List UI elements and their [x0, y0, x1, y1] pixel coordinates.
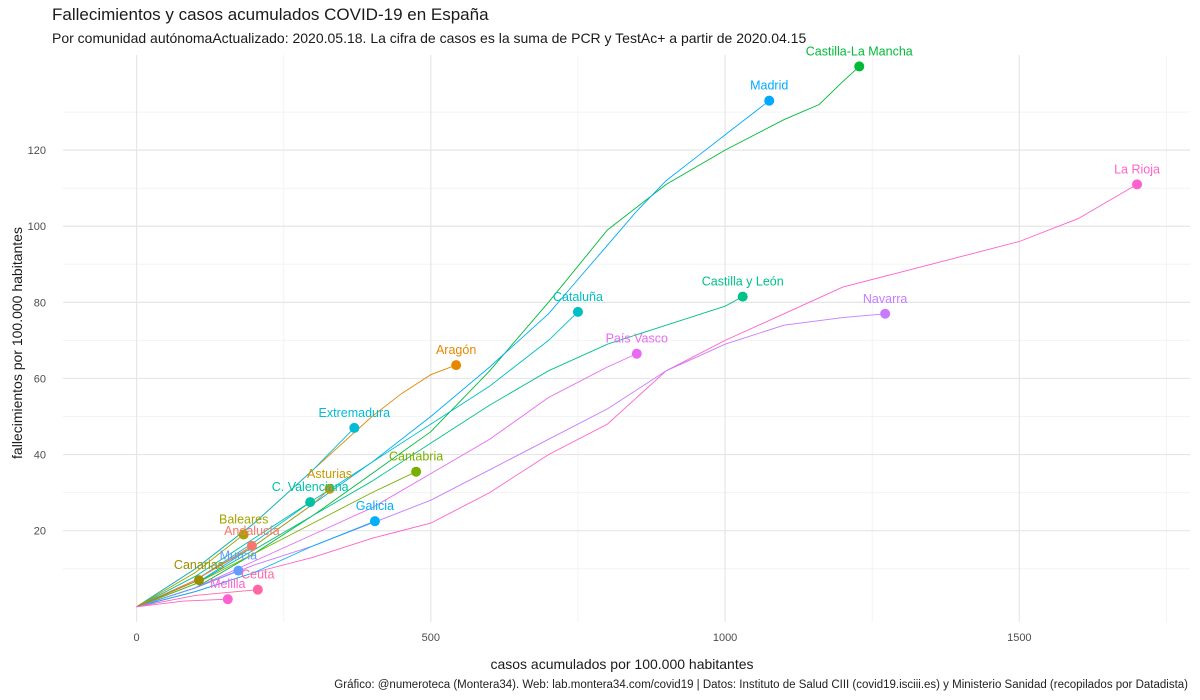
- x-tick-label: 1000: [713, 632, 737, 644]
- chart-title: Fallecimientos y casos acumulados COVID-…: [52, 5, 489, 24]
- x-axis-title: casos acumulados por 100.000 habitantes: [490, 656, 753, 672]
- series-point-baleares: [238, 529, 249, 540]
- grid: [63, 55, 1190, 622]
- series-line-extremadura: [136, 427, 355, 608]
- series-point-cantabria: [411, 466, 422, 477]
- series-point-ceuta: [252, 584, 263, 595]
- y-tick-label: 120: [28, 145, 46, 157]
- series-point-navarra: [880, 308, 891, 319]
- x-tick-label: 1500: [1007, 632, 1031, 644]
- chart-caption: Gráfico: @numeroteca (Montera34). Web: l…: [334, 679, 1188, 691]
- series-line-navarra: [136, 313, 886, 608]
- series-label-aragon: Aragón: [436, 343, 476, 357]
- y-tick-label: 60: [34, 373, 46, 385]
- series-line-canarias: [136, 579, 200, 608]
- series-label-asturias: Asturias: [307, 467, 352, 481]
- series-line-cantabria: [136, 471, 417, 608]
- series-line-murcia: [136, 570, 239, 608]
- series-label-galicia: Galicia: [356, 499, 394, 513]
- series-point-galicia: [369, 516, 380, 527]
- series-line-ceuta: [136, 589, 258, 608]
- series-point-la-rioja: [1132, 179, 1143, 190]
- series-label-ceuta: Ceuta: [241, 568, 274, 582]
- series-line-castilla-la-mancha: [136, 66, 860, 608]
- series-label-madrid: Madrid: [750, 79, 788, 93]
- series-point-murcia: [233, 565, 244, 576]
- y-tick-label: 20: [34, 526, 46, 538]
- series-label-andalucia: Andalucía: [224, 524, 280, 538]
- series-point-asturias: [324, 483, 335, 494]
- series-point-castilla-la-mancha: [854, 61, 865, 72]
- series-label-la-rioja: La Rioja: [1114, 162, 1160, 176]
- series-point-c-valenciana: [305, 497, 316, 508]
- series-label-c-valenciana: C. Valenciana: [272, 480, 349, 494]
- y-axis-title: fallecimientos por 100.000 habitantes: [9, 227, 25, 459]
- y-tick-label: 40: [34, 450, 46, 462]
- series-line-castilla-y-leon: [136, 296, 743, 608]
- y-tick-label: 100: [28, 221, 46, 233]
- x-tick-label: 0: [134, 632, 140, 644]
- series-label-murcia: Murcia: [220, 549, 258, 563]
- series-label-pais-vasco: País Vasco: [606, 332, 668, 346]
- series-point-melilla: [222, 594, 233, 605]
- series-point-castilla-y-leon: [737, 291, 748, 302]
- series-label-cantabria: Cantabria: [389, 450, 443, 464]
- series-point-extremadura: [349, 422, 360, 433]
- series-line-galicia: [136, 520, 376, 608]
- axis-ticks: 0 500 1000 1500 20 40 60 80 100 120: [28, 145, 1032, 644]
- series-line-baleares: [136, 534, 244, 608]
- series-line-cataluna: [136, 311, 579, 608]
- series-label-castilla-la-mancha: Castilla-La Mancha: [806, 44, 913, 58]
- series-label-extremadura: Extremadura: [319, 406, 391, 420]
- series-label-castilla-y-leon: Castilla y León: [702, 275, 784, 289]
- series-line-la-rioja: [136, 184, 1138, 608]
- series-point-canarias: [193, 575, 204, 586]
- series-point-andalucia: [246, 540, 257, 551]
- series-labels: Castilla-La Mancha Madrid La Rioja Castilla…: [174, 44, 1160, 591]
- series-line-melilla: [136, 598, 228, 608]
- series-points: [193, 61, 1143, 605]
- series-point-madrid: [764, 95, 775, 106]
- series-line-c-valenciana: [136, 501, 311, 608]
- series-point-pais-vasco: [631, 348, 642, 359]
- series-line-pais-vasco: [136, 353, 637, 608]
- series-point-aragon: [451, 360, 462, 371]
- series-label-baleares: Baleares: [219, 512, 268, 526]
- chart-subtitle: Por comunidad autónomaActualizado: 2020.…: [52, 30, 807, 46]
- series-label-melilla: Melilla: [210, 577, 245, 591]
- y-tick-label: 80: [34, 297, 46, 309]
- series-label-canarias: Canarias: [174, 558, 224, 572]
- series-label-navarra: Navarra: [863, 292, 908, 306]
- series-point-cataluna: [572, 306, 583, 317]
- x-tick-label: 500: [422, 632, 440, 644]
- series-label-cataluna: Cataluña: [553, 290, 603, 304]
